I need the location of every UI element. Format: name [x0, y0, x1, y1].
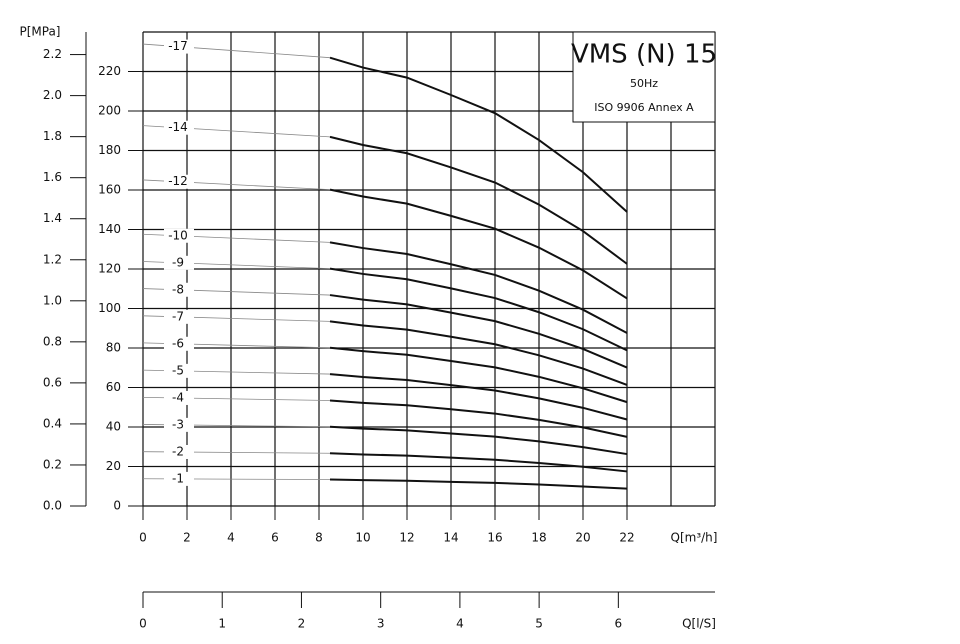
- y-tick-label: 0: [113, 499, 121, 513]
- pump-curve: [329, 373, 628, 421]
- label-bg: [164, 390, 194, 405]
- legend-label: -6: [172, 336, 184, 350]
- pump-curve: [329, 346, 628, 404]
- label-bg: [164, 39, 194, 54]
- y2-tick-label: 0.6: [43, 375, 62, 389]
- y2-tick-label: 2.0: [43, 88, 62, 102]
- x2-tick-label: 5: [535, 617, 543, 631]
- x-tick-label: 12: [399, 531, 414, 545]
- legend-label: -3: [172, 417, 184, 431]
- y2-tick-label: 0.2: [43, 457, 62, 471]
- legend-label: -7: [172, 309, 184, 323]
- y2-tick-label: 0.0: [43, 499, 62, 513]
- legend-label: -2: [172, 444, 184, 458]
- legend-label: -14: [168, 120, 188, 134]
- label-bg: [164, 255, 194, 270]
- x2-tick-label: 0: [139, 617, 147, 631]
- legend-box: [572, 31, 716, 123]
- y-tick-label: 140: [98, 222, 121, 236]
- label-bg: [164, 336, 194, 351]
- pump-curve: [329, 56, 628, 213]
- pump-curve: [329, 320, 628, 386]
- legend-label: -1: [172, 471, 184, 485]
- y-tick-label: 180: [98, 143, 121, 157]
- y2-tick-label: 0.4: [43, 416, 62, 430]
- label-bg: [164, 471, 194, 486]
- label-bg: [164, 228, 194, 243]
- x2-tick-label: 2: [298, 617, 306, 631]
- x-tick-label: 14: [443, 531, 458, 545]
- annotation: ISO 9906 Annex A: [594, 101, 694, 114]
- pump-curve: [329, 478, 628, 490]
- label-bg: [164, 363, 194, 378]
- x2-tick-label: 3: [377, 617, 385, 631]
- label-bg: [164, 417, 194, 432]
- pump-curve: [329, 294, 628, 369]
- legend-label: -4: [172, 390, 184, 404]
- x-axis-label: Q[m³/h]: [671, 531, 718, 545]
- label-bg: [164, 282, 194, 297]
- y-tick-label: 20: [106, 459, 121, 473]
- y2-tick-label: 2.2: [43, 47, 62, 61]
- x-tick-label: 4: [227, 531, 235, 545]
- x-tick-label: 2: [183, 531, 191, 545]
- x2-axis-label: Q[l/S]: [682, 617, 716, 631]
- y-tick-label: 220: [98, 64, 121, 78]
- pump-curve: [329, 188, 628, 300]
- pump-curve: [329, 452, 628, 473]
- y2-tick-label: 1.2: [43, 252, 62, 266]
- chart-subtitle: 50Hz: [630, 77, 658, 90]
- y-tick-label: 160: [98, 183, 121, 197]
- label-bg: [164, 120, 194, 135]
- y2-tick-label: 1.6: [43, 170, 62, 184]
- pump-curve: [329, 135, 628, 265]
- chart-title: VMS (N) 15: [571, 40, 717, 70]
- y-tick-label: 200: [98, 104, 121, 118]
- x-tick-label: 8: [315, 531, 323, 545]
- y-tick-label: 40: [106, 420, 121, 434]
- x-tick-label: 10: [355, 531, 370, 545]
- x2-tick-label: 1: [218, 617, 226, 631]
- x-tick-label: 16: [487, 531, 502, 545]
- legend-label: -17: [168, 39, 188, 53]
- x-tick-label: 6: [271, 531, 279, 545]
- x-tick-label: 20: [575, 531, 590, 545]
- legend-label: -9: [172, 255, 184, 269]
- y2-tick-label: 0.8: [43, 334, 62, 348]
- label-bg: [164, 444, 194, 459]
- pump-curve: [329, 267, 628, 352]
- legend-label: -12: [168, 174, 188, 188]
- pump-curve: [329, 425, 628, 456]
- y-tick-label: 80: [106, 341, 121, 355]
- y2-axis-label: P[MPa]: [19, 25, 60, 39]
- label-bg: [164, 174, 194, 189]
- y2-tick-label: 1.0: [43, 293, 62, 307]
- y-tick-label: 120: [98, 262, 121, 276]
- label-bg: [164, 309, 194, 324]
- x-tick-label: 0: [139, 531, 147, 545]
- x2-tick-label: 4: [456, 617, 464, 631]
- y2-tick-label: 1.4: [43, 211, 62, 225]
- y-tick-label: 60: [106, 380, 121, 394]
- legend-label: -5: [172, 363, 184, 377]
- pump-curve: [329, 241, 628, 334]
- legend-label: -10: [168, 228, 188, 242]
- x-tick-label: 18: [531, 531, 546, 545]
- y2-tick-label: 1.8: [43, 129, 62, 143]
- pump-curve: [329, 399, 628, 438]
- x2-tick-label: 6: [615, 617, 623, 631]
- y-tick-label: 100: [98, 301, 121, 315]
- legend-label: -8: [172, 282, 184, 296]
- x-tick-label: 22: [619, 531, 634, 545]
